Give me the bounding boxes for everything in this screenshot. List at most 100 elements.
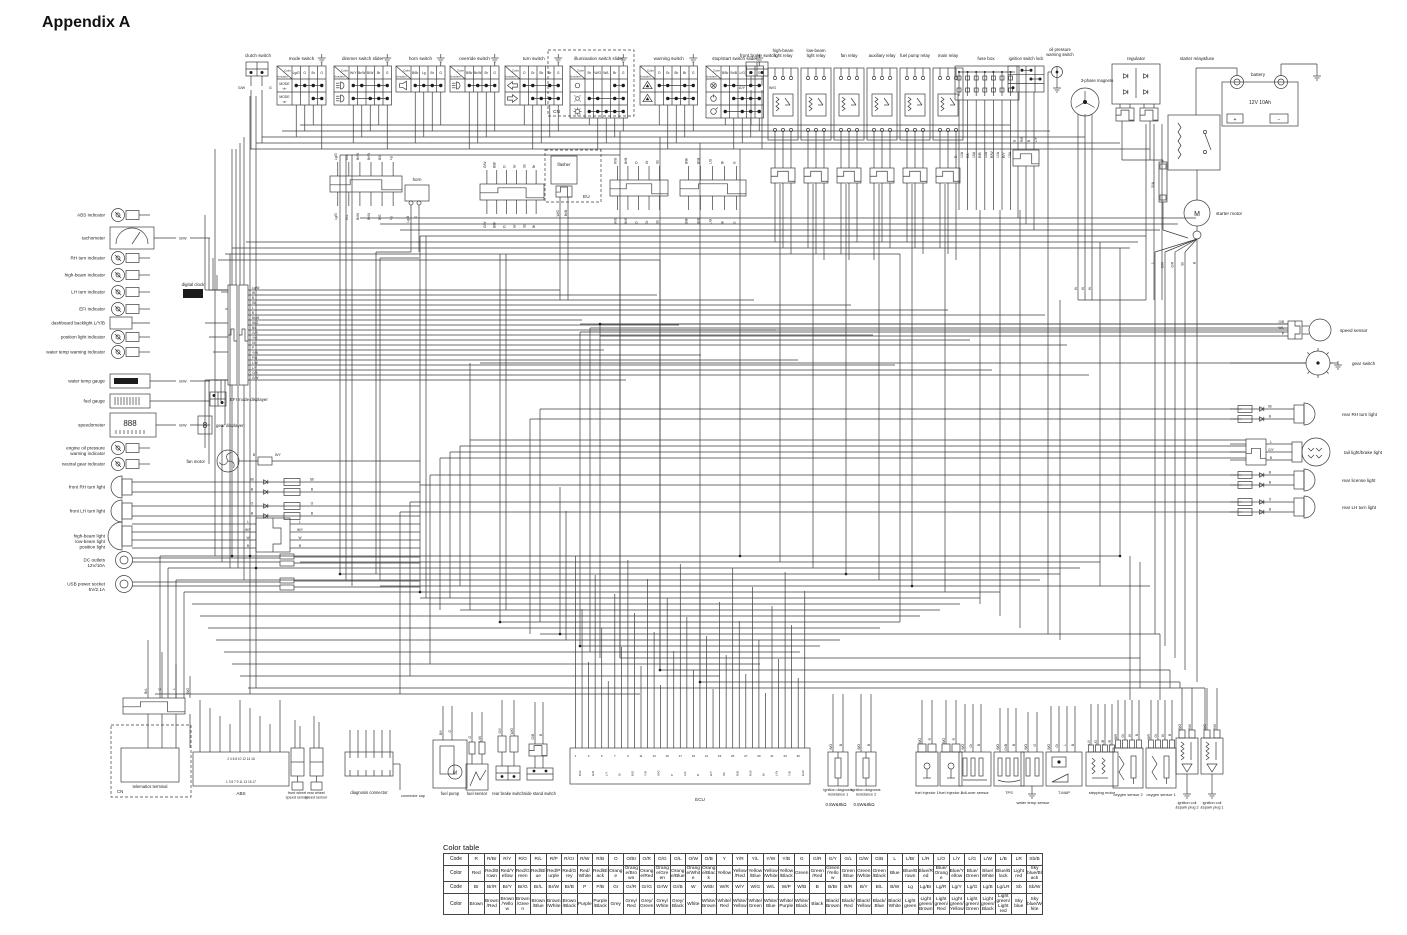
svg-text:O: O bbox=[503, 165, 507, 168]
svg-text:W/Y: W/Y bbox=[245, 528, 252, 532]
svg-text:Br: Br bbox=[761, 773, 765, 776]
dash-connector: Lg/WWBSbLBBr/WW/GB/LG/RY/GGrPY/WP/BL/WL/… bbox=[227, 284, 1089, 386]
svg-text:Sb: Sb bbox=[656, 160, 660, 164]
auxiliary-relay: auxiliary relay bbox=[866, 53, 898, 260]
svg-text:L/G: L/G bbox=[683, 771, 687, 776]
svg-text:B/Y: B/Y bbox=[439, 729, 443, 735]
svg-text:B: B bbox=[299, 544, 301, 548]
svg-text:M: M bbox=[453, 771, 457, 777]
svg-text:G: G bbox=[493, 71, 496, 75]
svg-text:L: L bbox=[172, 688, 176, 690]
color-table-cell: L/Br bbox=[902, 853, 919, 866]
color-table-cell: Light green/Green bbox=[964, 893, 981, 916]
svg-text:G: G bbox=[1033, 743, 1037, 746]
svg-text:W/G: W/G bbox=[769, 86, 776, 90]
neutral-gear-indicator: neutral gear indicator bbox=[62, 379, 228, 471]
svg-text:warning switch: warning switch bbox=[654, 56, 685, 61]
svg-text:Sb: Sb bbox=[722, 772, 726, 776]
color-table-cell: Sky blue/Black bbox=[1026, 864, 1043, 883]
svg-text:position light indicator: position light indicator bbox=[61, 335, 106, 340]
svg-text:8: 8 bbox=[203, 421, 208, 430]
svg-text:Color: Color bbox=[647, 68, 654, 72]
svg-text:B: B bbox=[1071, 744, 1075, 746]
svg-text:G: G bbox=[303, 71, 306, 75]
color-table-cell: O/Br bbox=[623, 853, 640, 866]
color-table-cell: L/Y bbox=[948, 853, 965, 866]
svg-text:diagnosis connector: diagnosis connector bbox=[350, 790, 388, 795]
efi-indicator: EFI indicator bbox=[79, 302, 228, 316]
svg-text:Sb: Sb bbox=[250, 478, 254, 482]
color-table-cell: W/B bbox=[793, 881, 810, 895]
ignition-switch-lock: ignition switch lock R R/B B L/Y bbox=[1007, 56, 1045, 230]
svg-text:side stand switch: side stand switch bbox=[524, 791, 557, 796]
svg-text:fuel injector 2: fuel injector 2 bbox=[939, 790, 964, 795]
color-table: Color table Code R R/Br R/Y R/G R/L R/P R/Gr R/W… bbox=[443, 843, 1043, 916]
svg-text:Gr: Gr bbox=[512, 164, 516, 168]
color-table-cell: White/Brown bbox=[700, 893, 717, 916]
color-table-cell: Red/Grey bbox=[561, 864, 578, 883]
svg-text:B: B bbox=[839, 744, 843, 746]
wire-harness bbox=[155, 96, 1306, 730]
color-table-cell: Grey/Red bbox=[623, 893, 640, 916]
svg-text:3-phase magneto: 3-phase magneto bbox=[1081, 78, 1114, 83]
svg-text:15A: 15A bbox=[972, 151, 976, 158]
color-table-cell: O/G bbox=[654, 853, 671, 866]
svg-text:ECU: ECU bbox=[695, 797, 705, 802]
svg-text:Br/W: Br/W bbox=[474, 71, 482, 75]
color-table-cell: L/R bbox=[917, 853, 934, 866]
color-table-row-header: Code bbox=[443, 853, 469, 866]
color-table-cell: Green bbox=[793, 864, 810, 883]
svg-text:high-beam indicator: high-beam indicator bbox=[65, 273, 106, 278]
svg-text:L/G: L/G bbox=[740, 71, 746, 75]
color-table-cell: O/R bbox=[638, 853, 655, 866]
svg-text:L: L bbox=[1063, 744, 1067, 746]
svg-text:Gr: Gr bbox=[645, 220, 649, 224]
svg-text:W/G: W/G bbox=[657, 769, 661, 776]
svg-text:ABS: ABS bbox=[236, 791, 245, 796]
svg-text:W/L: W/L bbox=[345, 154, 349, 160]
svg-text:O/B: O/B bbox=[252, 371, 258, 375]
svg-text:W/L: W/L bbox=[345, 214, 349, 220]
svg-text:oxygen sensor 2: oxygen sensor 2 bbox=[1113, 792, 1143, 797]
color-table-cell: R/Gr bbox=[561, 853, 578, 866]
color-table-cell: L/B bbox=[995, 853, 1012, 866]
color-table-cell: R/G bbox=[514, 853, 531, 866]
svg-text:fuel sensor: fuel sensor bbox=[467, 791, 488, 796]
battery: battery 12V 10Ah + − bbox=[1195, 63, 1321, 127]
color-table-cell: W/Br bbox=[700, 881, 717, 895]
svg-text:Lg: Lg bbox=[422, 71, 426, 75]
svg-text:stepping motor: stepping motor bbox=[1089, 790, 1116, 795]
svg-text:Gr: Gr bbox=[252, 341, 256, 345]
svg-text:W/G: W/G bbox=[594, 71, 601, 75]
svg-text:W/G: W/G bbox=[556, 209, 560, 216]
svg-text:EFI indicator: EFI indicator bbox=[79, 307, 105, 312]
water-temp-warning-indicator: water temp warning indicator bbox=[46, 345, 228, 359]
front-wheel-speed-sensor: front wheel speed sensor bbox=[286, 720, 309, 800]
svg-text:Color: Color bbox=[512, 68, 519, 72]
color-table-cell: L bbox=[886, 853, 903, 866]
horn: horn Lg/B G bbox=[376, 177, 430, 259]
svg-text:B/O: B/O bbox=[942, 737, 946, 743]
fuel-pump-relay: fuel pump relay bbox=[899, 53, 931, 254]
digital-clock: digital clock bbox=[182, 282, 205, 298]
svg-text:Color: Color bbox=[713, 68, 720, 72]
color-table-cell: R/W bbox=[576, 853, 593, 866]
color-table-grid: Code R R/Br R/Y R/G R/L R/P R/Gr R/W R/B O O/Br O/R O… bbox=[443, 853, 1043, 916]
svg-text:G/W: G/W bbox=[483, 222, 487, 228]
svg-text:G: G bbox=[269, 86, 272, 90]
color-table-cell: B/L bbox=[871, 881, 888, 895]
svg-text:Br: Br bbox=[720, 160, 724, 164]
svg-text:L/G: L/G bbox=[1094, 739, 1098, 745]
color-table-cell: Br bbox=[468, 881, 485, 895]
abs-module: ABS 2 4 6 8 10 12 14 16 1 3 5 7 9 11 13 15… bbox=[192, 700, 290, 796]
color-table-cell: Lg/LR bbox=[995, 881, 1012, 895]
svg-text:Y/W: Y/W bbox=[252, 351, 258, 355]
color-table-cell: Brown bbox=[468, 893, 485, 916]
svg-text:Br/B: Br/B bbox=[696, 158, 700, 164]
svg-text:31: 31 bbox=[770, 754, 774, 758]
